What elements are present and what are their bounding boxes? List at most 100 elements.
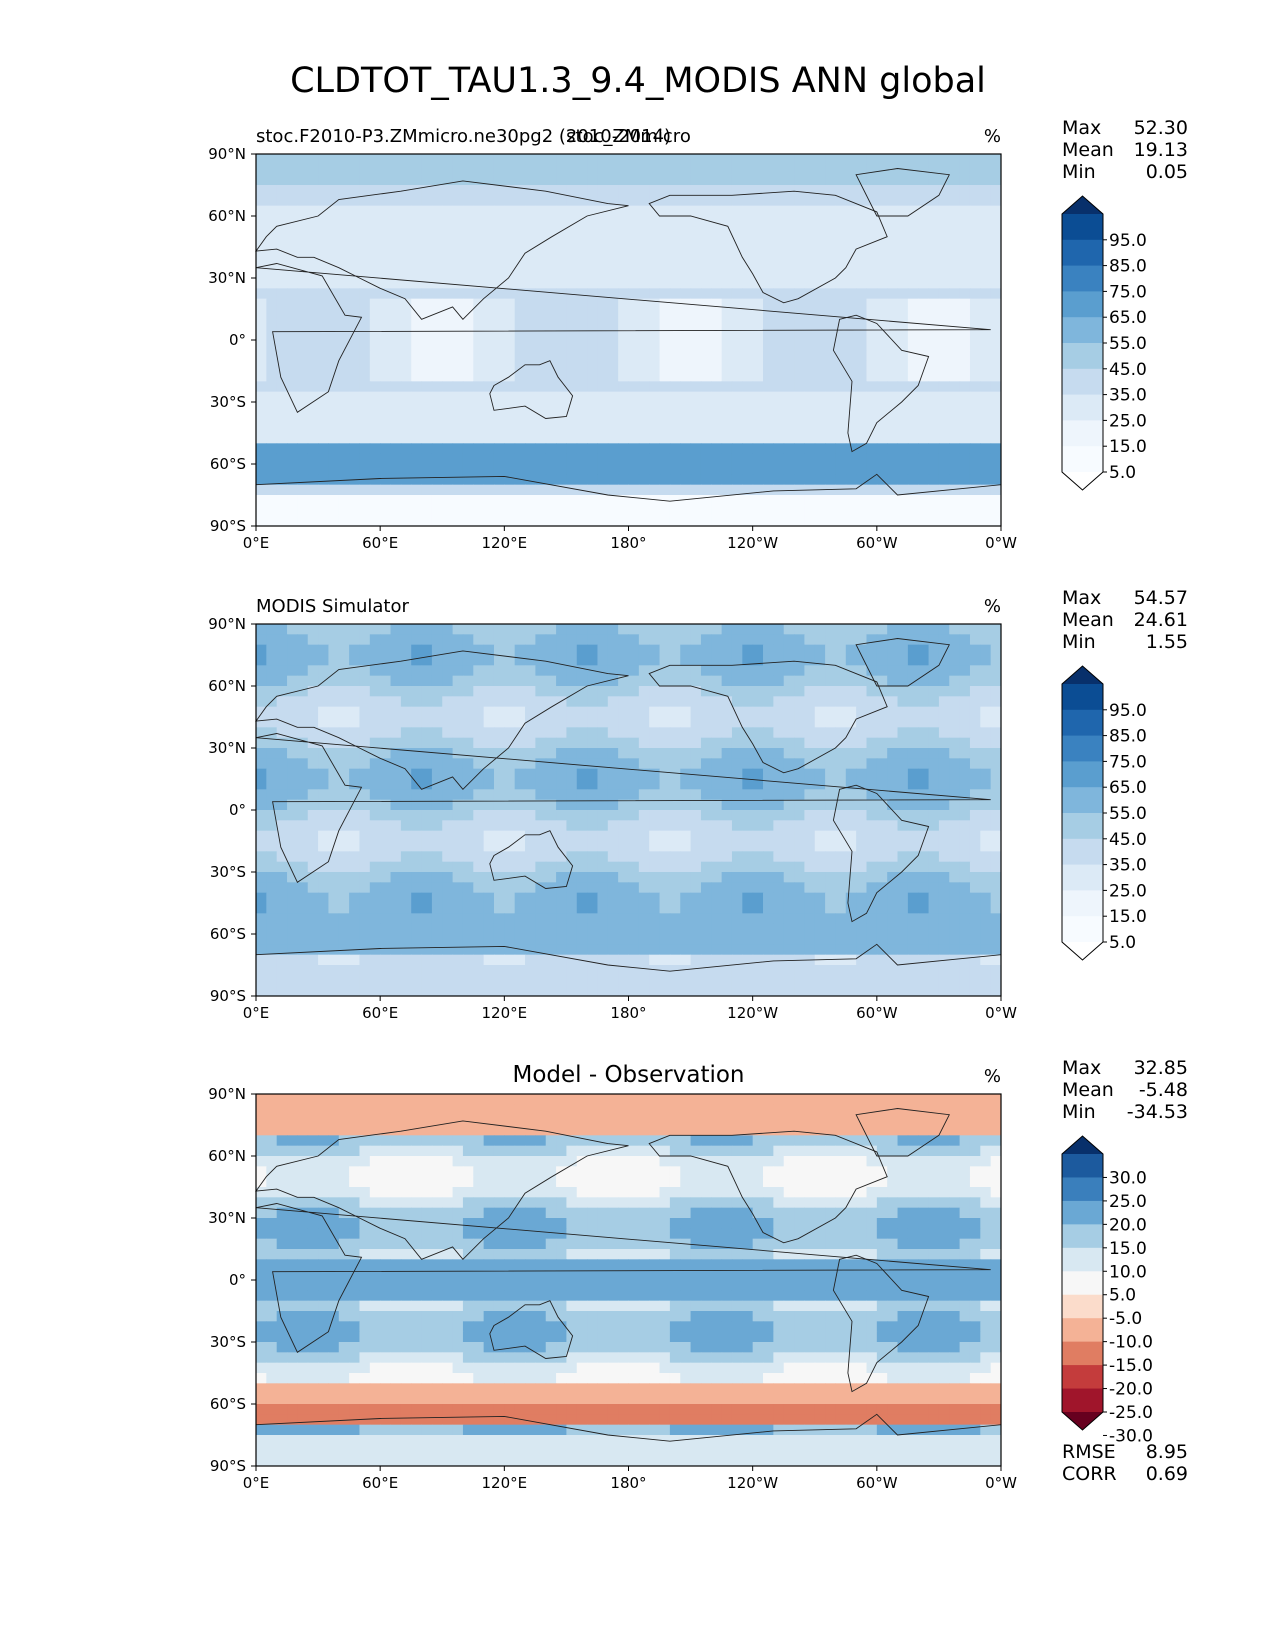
- map-cell: [794, 422, 805, 434]
- map-cell: [369, 484, 381, 496]
- map-cell: [287, 779, 298, 790]
- map-cell: [907, 799, 919, 811]
- map-cell: [866, 216, 878, 227]
- map-cell: [690, 675, 702, 687]
- map-cell: [649, 686, 661, 697]
- map-cell: [990, 675, 1002, 687]
- map-cell: [525, 830, 536, 842]
- map-cell: [669, 309, 681, 320]
- map-cell: [566, 495, 578, 506]
- map-cell: [866, 309, 878, 320]
- map-cell: [659, 474, 671, 486]
- map-cell: [814, 350, 826, 362]
- map-cell: [731, 309, 743, 320]
- map-cell: [328, 154, 340, 165]
- map-cell: [380, 453, 392, 465]
- map-cell: [752, 686, 764, 697]
- map-cell: [721, 453, 733, 465]
- map-cell: [535, 665, 547, 677]
- map-cell: [659, 195, 671, 207]
- map-cell: [307, 872, 319, 883]
- map-cell: [814, 257, 826, 269]
- map-cell: [938, 851, 950, 863]
- map-cell: [711, 484, 723, 496]
- map-cell: [649, 257, 661, 269]
- map-cell: [700, 841, 712, 852]
- map-cell: [525, 226, 536, 238]
- map-cell: [400, 371, 412, 382]
- map-cell: [587, 696, 598, 708]
- map-cell: [359, 696, 371, 708]
- map-cell: [452, 944, 464, 956]
- map-cell: [338, 872, 350, 883]
- map-cell: [628, 216, 640, 227]
- map-cell: [566, 329, 578, 341]
- panel-title-center: stoc_ZMmicro: [566, 126, 691, 147]
- map-cell: [431, 696, 443, 708]
- map-cell: [638, 861, 650, 873]
- map-cell: [638, 768, 650, 780]
- map-cell: [856, 944, 867, 956]
- map-cell: [256, 882, 267, 894]
- map-cell: [959, 381, 971, 393]
- map-cell: [876, 861, 888, 873]
- map-cell: [876, 195, 888, 207]
- map-cell: [794, 319, 805, 331]
- map-cell: [969, 329, 981, 341]
- map-cell: [649, 505, 661, 517]
- map-cell: [328, 624, 340, 635]
- map-cell: [897, 727, 909, 739]
- map-cell: [876, 205, 888, 217]
- map-cell: [700, 453, 712, 465]
- map-cell: [969, 686, 981, 697]
- map-cell: [731, 675, 743, 687]
- map-cell: [980, 309, 992, 320]
- map-cell: [297, 892, 309, 904]
- map-cell: [649, 768, 661, 780]
- map-cell: [825, 675, 836, 687]
- map-cell: [607, 644, 619, 656]
- map-cell: [669, 768, 681, 780]
- map-cell: [711, 433, 723, 444]
- map-cell: [690, 748, 702, 759]
- map-cell: [452, 495, 464, 506]
- map-cell: [369, 402, 381, 413]
- map-cell: [731, 686, 743, 697]
- map-cell: [897, 923, 909, 935]
- map-cell: [473, 174, 485, 186]
- map-cell: [700, 799, 712, 811]
- map-cell: [452, 810, 464, 821]
- map-cell: [969, 779, 981, 790]
- map-cell: [318, 195, 329, 207]
- map-cell: [400, 267, 412, 279]
- map-cell: [969, 412, 981, 424]
- map-cell: [752, 717, 764, 728]
- map-cell: [359, 634, 371, 646]
- map-cell: [907, 944, 919, 956]
- map-cell: [462, 634, 474, 646]
- map-cell: [338, 706, 350, 718]
- map-cell: [794, 515, 805, 527]
- map-cell: [276, 422, 288, 434]
- map-cell: [576, 195, 588, 207]
- map-cell: [359, 433, 371, 444]
- map-cell: [618, 350, 629, 362]
- map-cell: [514, 675, 526, 687]
- map-cell: [359, 810, 371, 821]
- map-cell: [473, 164, 485, 176]
- map-cell: [349, 350, 360, 362]
- map-cell: [731, 402, 743, 413]
- map-cell: [566, 758, 578, 770]
- map-cell: [411, 205, 423, 217]
- map-cell: [887, 686, 899, 697]
- map-cell: [390, 872, 402, 883]
- map-cell: [897, 185, 909, 196]
- map-cell: [731, 319, 743, 331]
- map-cell: [969, 433, 981, 444]
- map-cell: [742, 288, 754, 300]
- map-cell: [256, 799, 267, 811]
- map-cell: [256, 174, 267, 186]
- map-cell: [545, 298, 557, 310]
- map-cell: [783, 371, 795, 382]
- map-cell: [514, 205, 526, 217]
